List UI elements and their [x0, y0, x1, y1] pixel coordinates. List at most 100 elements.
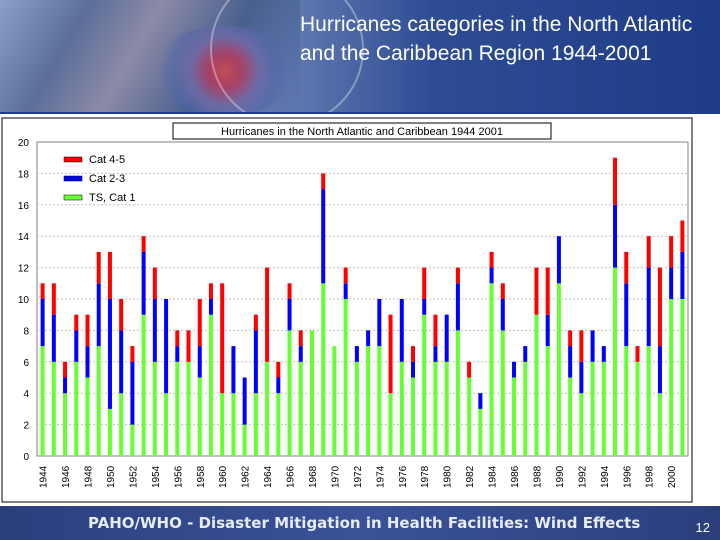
bar-segment [657, 346, 662, 394]
bar-segment [354, 361, 359, 456]
bar-segment [298, 361, 303, 456]
bar-segment [276, 393, 281, 456]
bar-segment [467, 377, 472, 456]
bar-segment [208, 283, 213, 299]
y-tick-label: 20 [18, 138, 30, 149]
bar-segment [164, 299, 169, 394]
y-tick-label: 10 [18, 295, 30, 306]
bar-segment [489, 283, 494, 456]
bar-segment [85, 346, 90, 378]
x-tick-label: 1964 [263, 465, 274, 488]
bar-segment [556, 283, 561, 456]
bar-segment [51, 314, 56, 362]
bar-segment [265, 267, 270, 362]
bar-segment [321, 173, 326, 190]
bar-segment [164, 393, 169, 456]
bar-segment [568, 346, 573, 378]
legend-label: Cat 2-3 [89, 173, 125, 185]
x-tick-label: 1968 [308, 465, 319, 488]
bar-segment [534, 267, 539, 315]
bar-segment [377, 299, 382, 347]
bar-segment [399, 361, 404, 456]
bar-segment [63, 393, 68, 456]
bar-segment [489, 267, 494, 284]
x-tick-label: 1962 [241, 465, 252, 488]
bar-segment [545, 267, 550, 315]
y-tick-label: 6 [23, 358, 29, 369]
slide-header: Hurricanes categories in the North Atlan… [0, 0, 720, 112]
bar-segment [197, 377, 202, 456]
hurricane-chart: 0 2 4 6 8 10 12 14 16 18 20 1944 1946 1948 1950 1952 195… [0, 114, 720, 506]
bar-segment [40, 299, 45, 347]
bar-segment [624, 346, 629, 456]
bar-segment [96, 346, 101, 456]
bar-segment [590, 330, 595, 362]
bar-segment [556, 236, 561, 284]
bar-segment [579, 393, 584, 456]
bar-segment [231, 346, 236, 394]
bar-segment [433, 361, 438, 456]
bar-segment [523, 361, 528, 456]
bar-segment [422, 299, 427, 315]
chart-legend: Cat 4-5 Cat 2-3 TS, Cat 1 [63, 154, 135, 204]
x-tick-label: 1988 [532, 465, 543, 488]
x-tick-label: 1984 [488, 465, 499, 488]
bar-segment [74, 361, 79, 456]
bar-segment [343, 267, 348, 284]
bar-segment [669, 236, 674, 268]
bar-segment [657, 267, 662, 347]
x-tick-label: 1982 [465, 465, 476, 488]
bar-segment [590, 361, 595, 456]
bar-segment [669, 267, 674, 299]
bar-segment [265, 361, 270, 456]
bar-segment [287, 299, 292, 331]
bar-segment [455, 330, 460, 456]
bar-segment [613, 267, 618, 456]
x-tick-label: 1944 [39, 465, 50, 488]
bar-segment [152, 267, 157, 299]
bar-segment [433, 314, 438, 347]
bar-segment [624, 251, 629, 284]
bar-segment [523, 346, 528, 362]
title-divider [0, 112, 720, 114]
bar-segment [388, 393, 393, 456]
bar-segment [287, 330, 292, 456]
bar-segment [51, 283, 56, 315]
x-tick-label: 1978 [420, 465, 431, 488]
bar-segment [411, 346, 416, 362]
bar-segment [130, 346, 135, 362]
bar-segment [579, 330, 584, 362]
y-tick-label: 4 [23, 389, 29, 400]
bar-segment [545, 314, 550, 347]
bar-segment [152, 299, 157, 362]
bar-segment [242, 377, 247, 425]
bar-segment [601, 361, 606, 456]
bar-segment [545, 346, 550, 456]
bar-segment [186, 361, 191, 456]
bar-segment [500, 330, 505, 456]
y-tick-label: 2 [23, 421, 29, 432]
bar-segment [422, 314, 427, 456]
bar-segment [321, 189, 326, 284]
bar-segment [298, 330, 303, 347]
bar-segment [343, 299, 348, 456]
bar-segment [601, 346, 606, 362]
bar-segment [635, 361, 640, 456]
bar-segment [354, 346, 359, 362]
x-tick-label: 1992 [577, 465, 588, 488]
slide-title: Hurricanes categories in the North Atlan… [300, 13, 693, 65]
x-tick-label: 1954 [151, 465, 162, 488]
bar-segment [411, 361, 416, 378]
bar-segment [253, 393, 258, 456]
bar-segment [568, 330, 573, 347]
bar-segment [478, 408, 483, 456]
bar-segment [119, 393, 124, 456]
bar-segment [186, 330, 191, 362]
bar-segment [85, 314, 90, 347]
bar-segment [107, 251, 112, 299]
bar-segment [40, 346, 45, 456]
bar-segment [107, 408, 112, 456]
bar-segment [208, 314, 213, 456]
x-tick-label: 1970 [330, 465, 341, 488]
bar-segment [309, 330, 314, 456]
